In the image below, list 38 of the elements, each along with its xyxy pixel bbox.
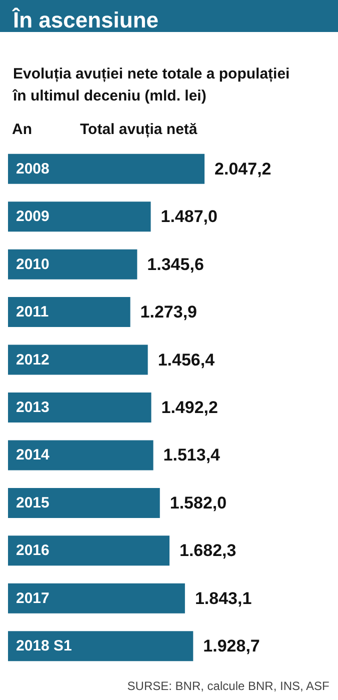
y-tick-label: 2016	[16, 542, 50, 560]
data-label: 1.456,4	[158, 350, 216, 370]
y-tick-label: 2012	[16, 351, 50, 368]
data-label: 1.487,0	[160, 207, 218, 226]
bar	[8, 488, 160, 518]
chart-subtitle: Evoluția avuției nete totale a populației în ultimul deceniu (mld. lei)	[12, 66, 294, 104]
y-tick-label: 2015	[16, 494, 50, 512]
y-tick-label: 2013	[16, 399, 50, 416]
chart-title: În ascensiune	[12, 8, 159, 32]
bar	[8, 392, 152, 422]
text: SURSE: BNR, calcule BNR, INS, ASF	[127, 679, 330, 693]
y-tick-label: 2011	[16, 304, 49, 321]
bar	[8, 249, 138, 280]
bar	[8, 344, 148, 375]
y-tick-label: 2014	[16, 446, 50, 464]
data-label: 1.682,3	[180, 541, 236, 560]
bar	[8, 297, 130, 328]
y-tick-label: 2010	[16, 256, 50, 273]
y-tick-label: 2009	[16, 208, 50, 226]
data-label: 1.513,4	[163, 446, 221, 465]
text: An	[12, 121, 32, 138]
y-tick-label: 2008	[16, 160, 50, 178]
data-label: 1.492,2	[161, 398, 218, 417]
y-tick-label: 2018 S1	[16, 638, 72, 655]
text: Total avuția netă	[80, 121, 198, 138]
y-tick-label: 2017	[16, 590, 50, 607]
bar	[8, 154, 205, 184]
data-label: 1.273,9	[140, 302, 198, 322]
data-label: 1.582,0	[170, 493, 227, 512]
data-label: 2.047,2	[214, 159, 272, 178]
data-label: 1.843,1	[194, 588, 252, 608]
bar	[8, 583, 185, 614]
bar	[8, 631, 194, 662]
data-label: 1.345,6	[147, 254, 204, 274]
bar	[8, 440, 154, 470]
bar	[8, 536, 170, 566]
data-label: 1.928,7	[203, 636, 260, 656]
bar	[8, 202, 151, 232]
